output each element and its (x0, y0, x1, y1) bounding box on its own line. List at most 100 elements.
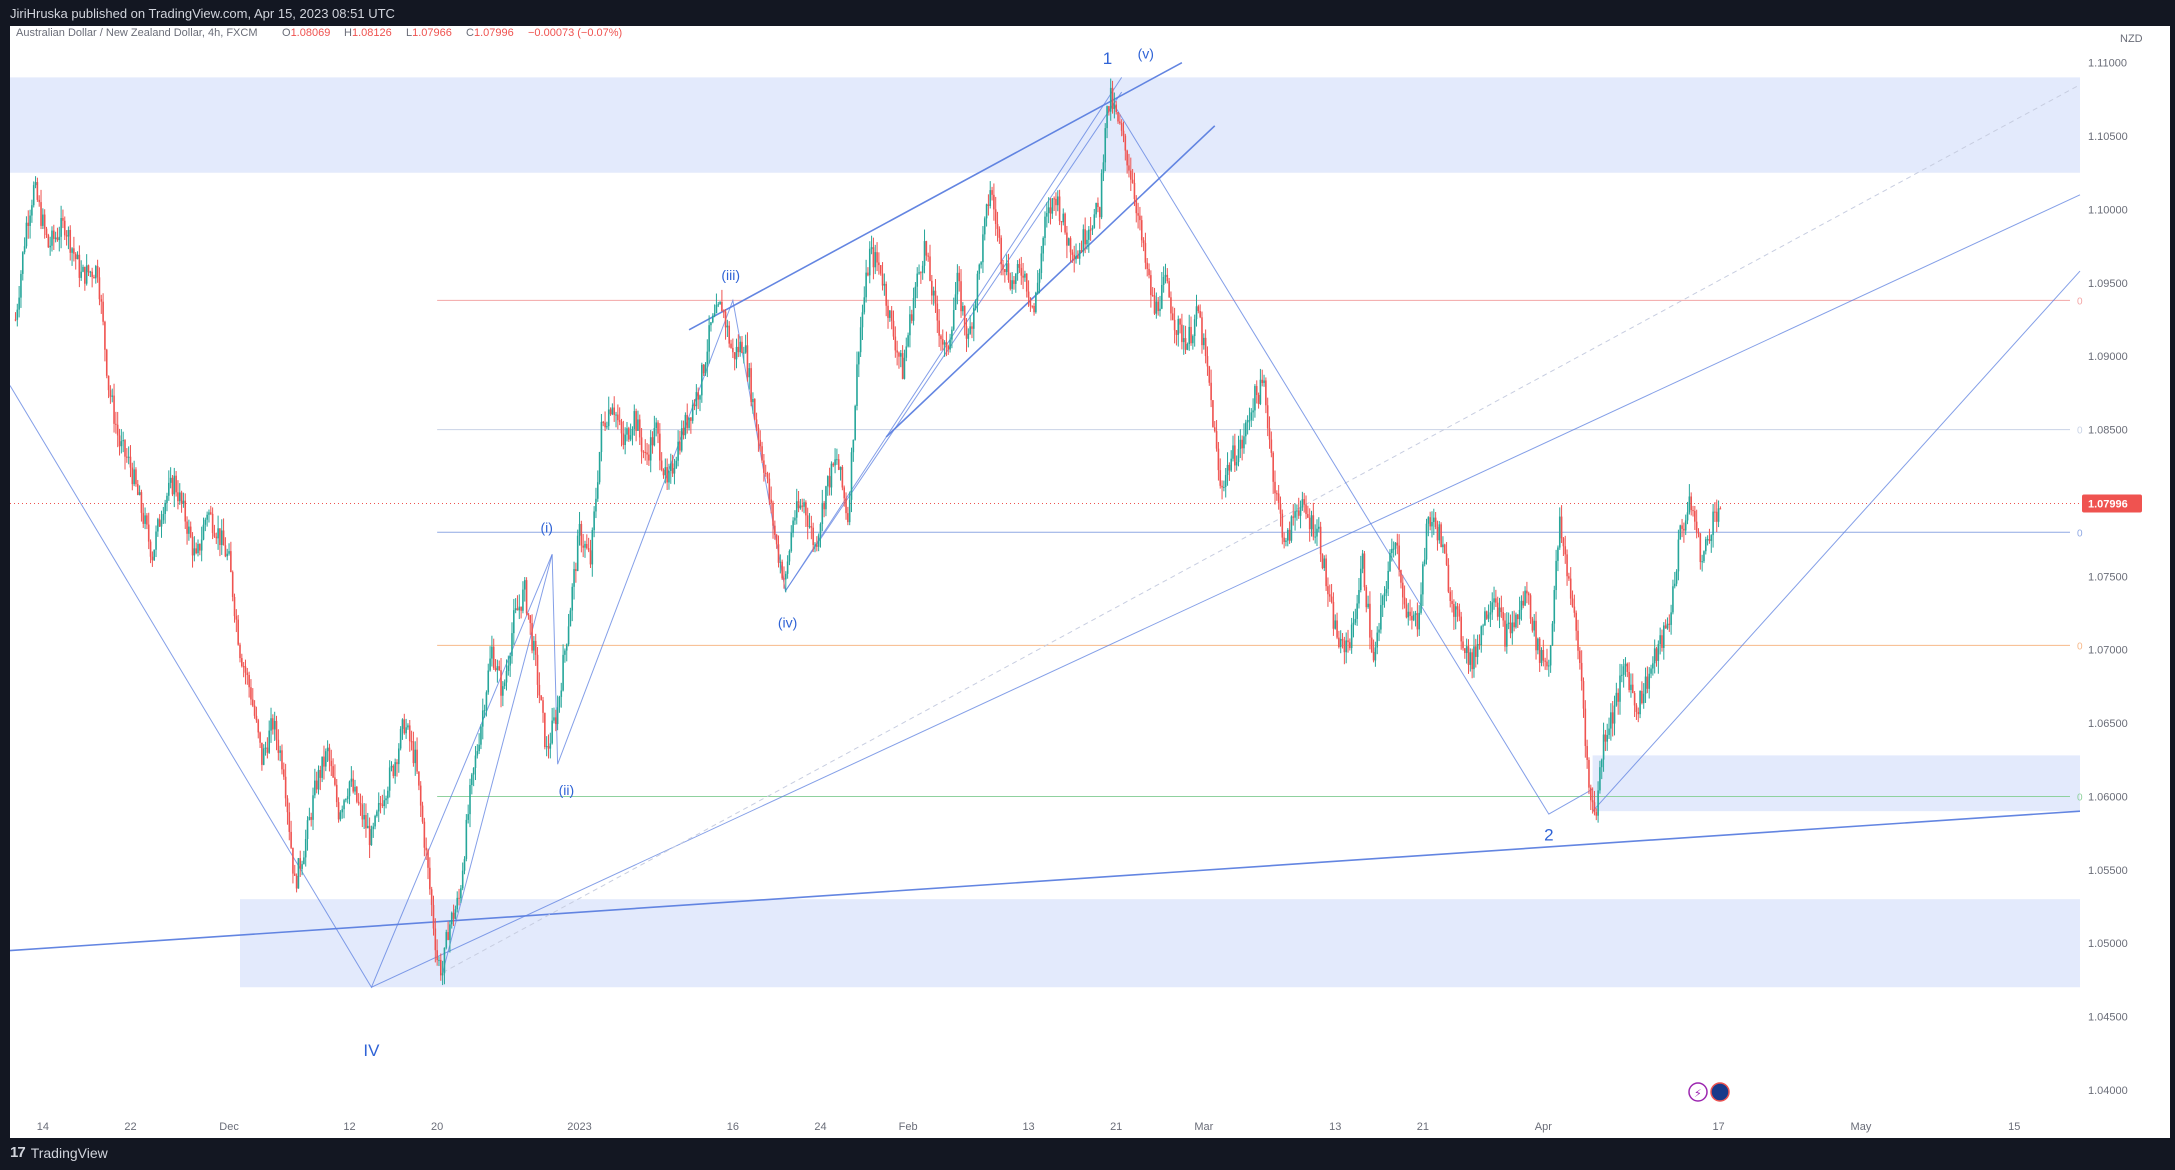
candle (1135, 195, 1138, 223)
candle-body (879, 265, 882, 274)
candle-body (129, 456, 132, 468)
candle-body (1097, 202, 1099, 208)
candle-body (310, 817, 312, 820)
candle-body (706, 351, 709, 365)
candle-body (1571, 598, 1574, 607)
candle-body (1197, 306, 1200, 312)
candle-body (1234, 445, 1236, 466)
indicator-icons[interactable]: ⚡ (1688, 1082, 1730, 1102)
candle (173, 467, 176, 508)
candle-body (1350, 624, 1353, 649)
candle-body (480, 726, 482, 745)
x-tick-label: 15 (2008, 1121, 2020, 1133)
candle-body (1400, 569, 1402, 583)
wave-label-2: (ii) (559, 782, 575, 798)
candle-body (772, 502, 774, 526)
candle-body (1568, 576, 1570, 579)
candle (836, 448, 838, 465)
candle (1046, 202, 1048, 228)
candle (429, 857, 431, 895)
candle (297, 857, 300, 889)
candle (947, 344, 950, 355)
candle-body (1336, 620, 1338, 638)
candle-body (826, 476, 829, 487)
candle-body (814, 544, 816, 546)
flag-icon[interactable] (1710, 1082, 1730, 1102)
candle-body (1217, 448, 1220, 471)
lightning-icon[interactable] (1688, 1082, 1708, 1102)
candle (578, 511, 581, 546)
candle (571, 583, 574, 622)
candle (1011, 272, 1013, 295)
candle-body (1573, 606, 1576, 613)
candle-body (832, 463, 835, 466)
candle (259, 731, 261, 748)
candle-body (775, 534, 778, 545)
candle-body (1546, 661, 1548, 667)
candle-body (1518, 609, 1521, 620)
footer-brand[interactable]: TradingView (30, 1144, 108, 1161)
candle (1115, 101, 1117, 115)
candle-body (1631, 684, 1634, 694)
candle-body (646, 452, 648, 455)
candle (460, 885, 462, 904)
candle-body (87, 265, 90, 273)
candle (664, 458, 667, 484)
candle-body (635, 411, 637, 431)
candle-body (850, 452, 853, 500)
candle (1518, 596, 1521, 625)
candle (447, 921, 449, 941)
candle (359, 793, 362, 816)
candle-body (1440, 524, 1442, 548)
candle-body (1361, 553, 1364, 569)
candle (160, 510, 163, 538)
candle (1506, 612, 1508, 654)
candle-body (1622, 666, 1625, 675)
candle-body (1489, 612, 1492, 615)
candle-body (1365, 587, 1368, 608)
candle (1694, 505, 1696, 531)
candle-body (965, 326, 968, 339)
candle (272, 714, 274, 735)
candle-body (138, 492, 141, 495)
candle-body (348, 781, 351, 797)
candle-body (934, 290, 937, 304)
candle (372, 822, 375, 838)
price-badge-label: 1.07996 (2088, 499, 2128, 511)
candle-body (1113, 104, 1116, 109)
candle (586, 534, 588, 550)
candle-body (326, 747, 329, 752)
candle-body (1261, 379, 1264, 384)
candle-body (1301, 499, 1304, 508)
candle (262, 744, 265, 766)
candle-body (534, 640, 537, 655)
candle-body (1168, 281, 1170, 298)
candle-body (1316, 528, 1318, 537)
candle (969, 315, 971, 335)
candle-body (896, 350, 898, 353)
candle-body (359, 803, 362, 805)
candle (613, 396, 616, 422)
candle-body (996, 224, 999, 229)
candle-body (1442, 544, 1444, 548)
candle-body (270, 718, 272, 731)
candle-body (1239, 439, 1242, 449)
candle (1173, 307, 1176, 344)
candle (1086, 230, 1088, 250)
candle (1491, 592, 1494, 620)
candle (874, 244, 877, 275)
candle-body (830, 463, 833, 488)
candle (191, 532, 194, 568)
level-label-4: 0 (2077, 792, 2083, 803)
candle (691, 399, 694, 424)
candle-body (1038, 272, 1041, 283)
candle (903, 349, 906, 380)
candle-body (1387, 570, 1389, 589)
candle-body (914, 286, 917, 298)
candle (1235, 455, 1238, 471)
candle-body (1637, 711, 1640, 715)
candle-body (1018, 264, 1021, 268)
candle-body (140, 492, 143, 513)
